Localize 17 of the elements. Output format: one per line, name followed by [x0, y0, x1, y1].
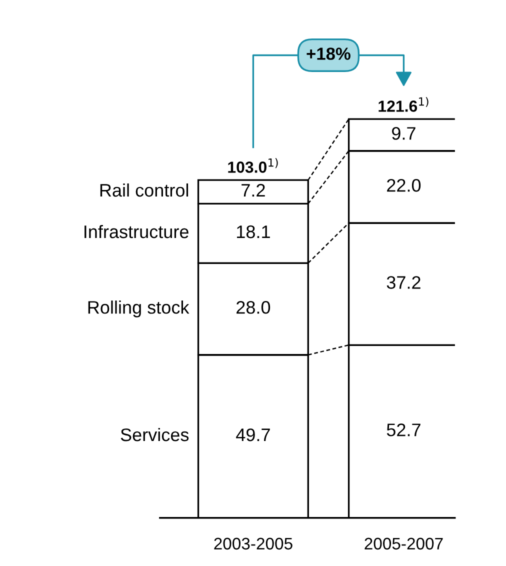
series-label: Rolling stock: [88, 300, 190, 318]
series-label: Infrastructure: [84, 224, 188, 238]
series-label: Rail control: [100, 183, 188, 197]
x-tick-label: 2003-2005: [214, 538, 292, 550]
data-label: 37.2: [386, 276, 420, 289]
data-label: 9.7: [392, 127, 416, 140]
text: +18%: [306, 48, 350, 60]
data-label: 22.0: [387, 179, 421, 192]
data-label: 28.0: [236, 301, 270, 314]
x-tick-label: 2005-2007: [364, 538, 443, 550]
data-label: 7.2: [242, 184, 265, 197]
data-label: 49.7: [236, 428, 270, 442]
data-label: 52.7: [386, 424, 420, 436]
total-label: 121.6$^{1)}$: [378, 97, 428, 112]
total-label: 103.0$^{1)}$: [228, 158, 278, 173]
series-label: Services: [120, 428, 189, 442]
data-label: 18.1: [237, 225, 270, 238]
